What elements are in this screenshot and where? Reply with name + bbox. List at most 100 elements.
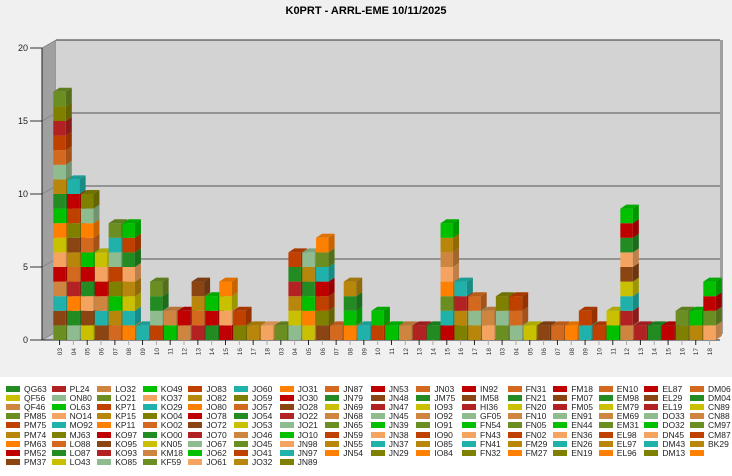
bar-segment-side: [632, 263, 639, 282]
bar-segment: [675, 310, 689, 326]
legend-swatch: [234, 440, 248, 447]
bar-segment-top: [150, 277, 169, 282]
legend-label: EL87: [662, 384, 683, 394]
bar-segment: [288, 296, 301, 311]
bar-segment-side: [328, 277, 335, 297]
legend-swatch: [462, 404, 476, 411]
bar-segment: [288, 325, 301, 340]
bar-segment: [191, 296, 205, 311]
legend-swatch: [234, 413, 248, 420]
legend-label: FN21: [525, 393, 547, 404]
legend-swatch: [188, 440, 203, 447]
bar-segment: [703, 325, 716, 340]
legend-swatch: [97, 413, 112, 420]
legend-label: JN47: [388, 402, 409, 413]
legend-label: EN91: [571, 411, 593, 422]
x-tick-label: 13: [195, 348, 202, 356]
bar-segment: [288, 252, 301, 267]
legend-swatch: [6, 404, 20, 411]
legend-label: OL63: [69, 402, 91, 413]
legend-label: QG63: [24, 384, 47, 394]
legend-label: NO14: [69, 411, 92, 422]
bar-segment-side: [204, 277, 211, 297]
x-tick-label: 12: [182, 348, 189, 356]
legend-label: JO28: [297, 402, 318, 413]
legend-label: JO31: [297, 384, 318, 394]
bar-segment: [67, 237, 80, 253]
bar-segment: [191, 325, 205, 340]
legend-swatch: [644, 431, 659, 438]
bar-segment: [302, 252, 315, 267]
bar-segment-side: [715, 321, 722, 340]
bar-segment: [509, 310, 523, 326]
legend-label: JN48: [388, 393, 409, 404]
legend-swatch: [462, 386, 476, 392]
bar-segment: [274, 325, 288, 340]
legend-swatch: [416, 395, 431, 402]
bar-segment-side: [245, 306, 252, 326]
bar-segment: [150, 310, 163, 326]
bar-segment: [440, 252, 454, 267]
legend-swatch: [279, 395, 294, 402]
legend-swatch: [6, 386, 20, 392]
bar-segment: [620, 281, 633, 297]
legend-label: EN26: [571, 438, 593, 449]
legend-label: MO92: [69, 420, 93, 431]
legend-label: JO45: [252, 438, 273, 449]
legend-swatch: [51, 422, 66, 429]
legend-label: IO92: [434, 411, 453, 422]
bar-segment: [122, 223, 135, 238]
x-tick-label: 09: [140, 348, 147, 356]
legend-swatch: [279, 404, 294, 411]
bar-segment: [288, 267, 301, 282]
legend-swatch: [370, 404, 385, 411]
legend-swatch: [598, 422, 613, 429]
legend-label: KO04: [160, 411, 183, 422]
bar-segment-top: [440, 219, 460, 224]
legend-swatch: [6, 449, 20, 456]
bar-segment: [122, 237, 135, 253]
bar-segment-side: [134, 292, 141, 311]
legend-label: JO72: [206, 420, 227, 431]
x-tick-label: 04: [292, 348, 299, 356]
legend-label: IM58: [480, 393, 499, 404]
bar-segment-top: [246, 321, 266, 326]
bar: [316, 233, 335, 340]
legend-label: FM27: [525, 447, 548, 458]
bar-segment: [80, 252, 94, 267]
legend-label: KN05: [160, 438, 183, 449]
legend-swatch: [507, 449, 522, 456]
bar-segment: [661, 325, 675, 340]
bar-segment: [94, 325, 108, 340]
legend-label: LO87: [69, 447, 91, 458]
legend-label: FN41: [480, 438, 501, 449]
legend-swatch: [416, 422, 431, 429]
bar-segment: [108, 267, 122, 282]
bar-segment: [53, 281, 66, 297]
legend-label: EN19: [571, 447, 593, 458]
legend-swatch: [416, 440, 431, 447]
bar-segment-side: [356, 306, 363, 326]
x-tick-label: 12: [403, 348, 410, 356]
legend-swatch: [644, 413, 659, 420]
legend-swatch: [234, 422, 248, 429]
legend-label: JO62: [206, 447, 227, 458]
x-tick-label: 10: [375, 348, 382, 356]
legend-swatch: [370, 449, 385, 456]
y-tick-label: 15: [18, 116, 28, 126]
bar-segment-top: [233, 306, 252, 311]
legend-label: IN92: [480, 384, 498, 394]
legend-swatch: [142, 413, 157, 420]
bar-segment-side: [162, 277, 169, 297]
bar-segment: [343, 310, 357, 326]
legend-label: JN37: [388, 438, 409, 449]
bar: [620, 204, 639, 340]
bar: [122, 219, 141, 340]
bar-segment: [246, 325, 260, 340]
bar-segment: [454, 325, 467, 340]
bar-segment: [205, 325, 218, 340]
legend-swatch: [279, 449, 294, 456]
legend-label: PM63: [24, 438, 47, 449]
bar-segment: [53, 121, 66, 136]
x-tick-label: 16: [458, 348, 465, 356]
